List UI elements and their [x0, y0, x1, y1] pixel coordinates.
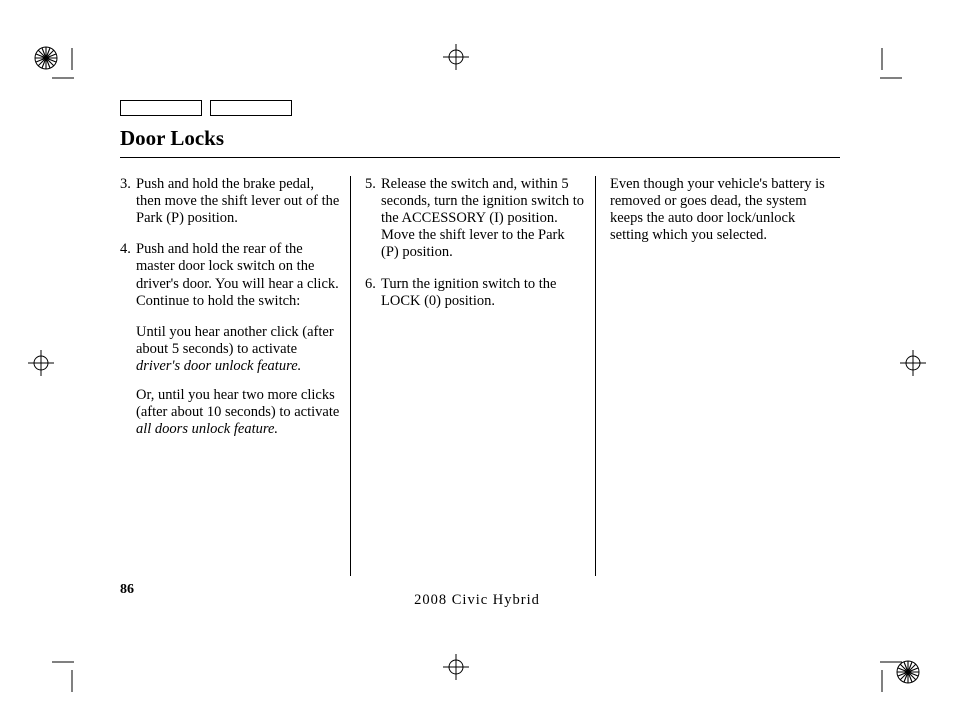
step-text: Turn the ignition switch to the LOCK (0)… — [381, 276, 585, 310]
step-number: 3. — [120, 176, 136, 227]
column-layout: 3. Push and hold the brake pedal, then m… — [120, 176, 840, 576]
feature-italic: driver's door unlock feature. — [136, 358, 301, 374]
step-number: 5. — [365, 176, 381, 262]
column-2: 5. Release the switch and, within 5 seco… — [350, 176, 595, 576]
crop-mark-top-right — [880, 48, 930, 82]
sub-text: Until you hear another click (after abou… — [136, 324, 334, 357]
feature-italic: all doors unlock feature. — [136, 421, 278, 437]
step-number: 6. — [365, 276, 381, 310]
step-text: Push and hold the rear of the master doo… — [136, 241, 340, 309]
step-number: 4. — [120, 241, 136, 309]
footer-text: 2008 Civic Hybrid — [0, 592, 954, 609]
page-title: Door Locks — [120, 126, 840, 158]
column-1: 3. Push and hold the brake pedal, then m… — [120, 176, 350, 576]
step-5: 5. Release the switch and, within 5 seco… — [365, 176, 585, 262]
registration-left — [28, 350, 54, 376]
step-4-sub-1: Until you hear another click (after abou… — [136, 324, 340, 375]
paragraph: Even though your vehicle's battery is re… — [610, 176, 830, 244]
step-4: 4. Push and hold the rear of the master … — [120, 241, 340, 309]
column-3: Even though your vehicle's battery is re… — [595, 176, 840, 576]
crop-mark-bottom-left — [24, 658, 74, 692]
step-4-sub-2: Or, until you hear two more clicks (afte… — [136, 387, 340, 438]
registration-top — [443, 44, 469, 70]
step-text: Release the switch and, within 5 seconds… — [381, 176, 585, 262]
step-3: 3. Push and hold the brake pedal, then m… — [120, 176, 340, 227]
registration-bottom — [443, 654, 469, 680]
radial-mark-top-left — [32, 44, 60, 72]
registration-right — [900, 350, 926, 376]
step-6: 6. Turn the ignition switch to the LOCK … — [365, 276, 585, 310]
page-content: Door Locks 3. Push and hold the brake pe… — [120, 100, 840, 600]
step-text: Push and hold the brake pedal, then move… — [136, 176, 340, 227]
radial-mark-bottom-right — [894, 658, 922, 686]
sub-text: Or, until you hear two more clicks (afte… — [136, 387, 339, 420]
